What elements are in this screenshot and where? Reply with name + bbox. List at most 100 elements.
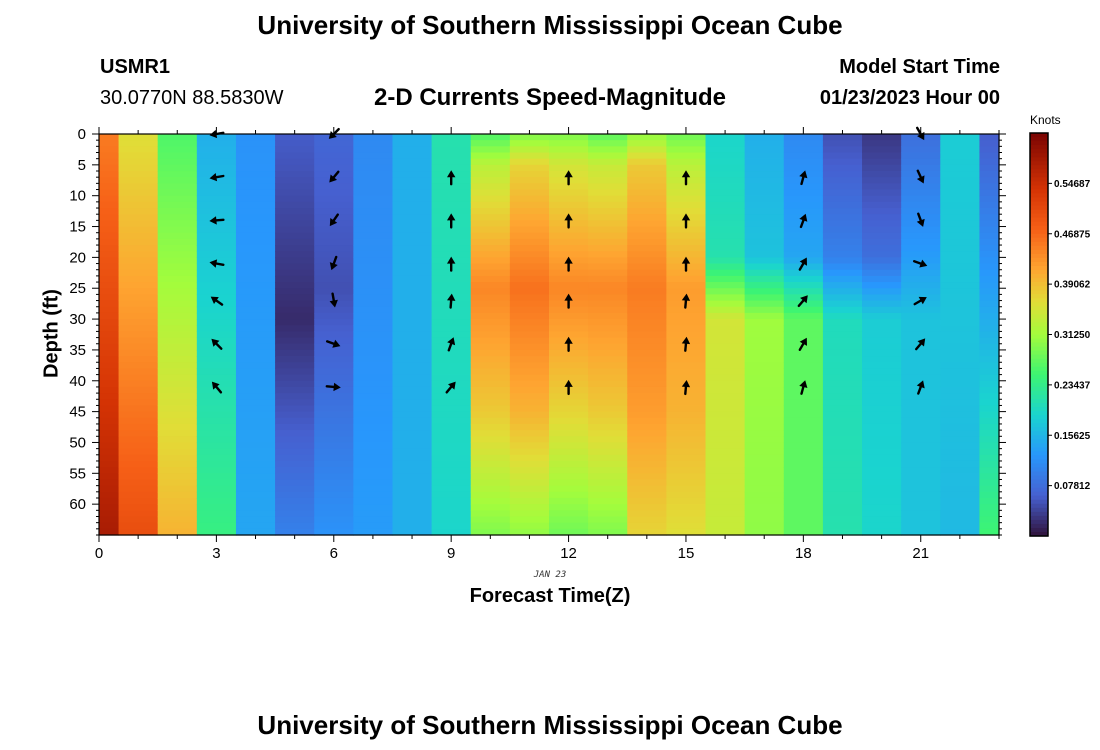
heatmap-cell (118, 436, 159, 444)
heatmap-cell (783, 140, 824, 147)
heatmap-cell (118, 448, 159, 456)
heatmap-cell (353, 282, 394, 289)
heatmap-cell (744, 331, 785, 339)
heatmap-cell (862, 232, 902, 240)
heatmap-cell (118, 368, 159, 376)
heatmap-cell (157, 257, 198, 265)
heatmap-cell (157, 467, 198, 474)
heatmap-cell (705, 171, 746, 178)
heatmap-cell (862, 177, 902, 184)
x-tick-label: 6 (330, 545, 338, 562)
heatmap-cell (353, 337, 394, 345)
heatmap-cell (392, 319, 433, 326)
x-tick-label: 0 (95, 545, 103, 562)
heatmap-cell (235, 528, 276, 536)
heatmap-cell (979, 140, 1000, 147)
heatmap-cell (588, 380, 628, 388)
heatmap-cell (901, 349, 941, 357)
heatmap-cell (392, 423, 433, 431)
heatmap-cell (979, 245, 1000, 252)
heatmap-cell (157, 448, 198, 456)
current-vectors (209, 126, 928, 396)
heatmap-cell (353, 300, 394, 308)
heatmap-cell (940, 417, 981, 425)
colorbar-segment (1030, 137, 1048, 142)
heatmap-cell (744, 288, 785, 295)
heatmap-cell (275, 183, 315, 191)
heatmap-cell (353, 448, 394, 456)
heatmap-cell (392, 516, 433, 524)
heatmap-cell (862, 275, 902, 283)
heatmap-cell (940, 300, 981, 308)
heatmap-cell (470, 158, 511, 166)
colorbar-segment (1030, 145, 1048, 150)
heatmap-cell (666, 232, 707, 240)
heatmap-cell (509, 220, 550, 228)
heatmap-cell (627, 214, 667, 221)
heatmap-cell (783, 343, 824, 351)
heatmap-cell (99, 448, 120, 456)
colorbar-segment (1030, 334, 1048, 340)
heatmap-cell (940, 189, 981, 197)
heatmap-cell (822, 362, 863, 370)
heatmap-cell (666, 288, 707, 295)
heatmap-cell (705, 319, 746, 326)
heatmap-cell (940, 343, 981, 351)
heatmap-cell (588, 393, 628, 400)
heatmap-cell (979, 479, 1000, 487)
heatmap-cell (353, 226, 394, 234)
heatmap-cell (549, 423, 589, 431)
heatmap-cell (314, 423, 354, 431)
heatmap-cell (196, 460, 237, 468)
heatmap-cell (862, 319, 902, 326)
heatmap-cell (588, 436, 628, 444)
heatmap-cell (314, 183, 354, 191)
heatmap-cell (822, 134, 863, 141)
heatmap-cell (196, 485, 237, 493)
current-arrow (325, 382, 341, 392)
heatmap-cell (275, 140, 315, 147)
heatmap-cell (783, 134, 824, 141)
heatmap-cell (275, 510, 315, 518)
model-start-value: 01/23/2023 Hour 00 (819, 87, 1000, 109)
colorbar-segment (1030, 177, 1048, 182)
heatmap-cell (235, 164, 276, 172)
current-arrow (799, 380, 808, 395)
heatmap-cell (901, 183, 941, 191)
heatmap-cell (705, 368, 746, 376)
heatmap-cell (901, 195, 941, 203)
heatmap-cell (118, 195, 159, 203)
heatmap-cell (940, 349, 981, 357)
heatmap-cell (353, 183, 394, 191)
heatmap-cell (744, 177, 785, 184)
heatmap-cell (862, 158, 902, 166)
heatmap-cell (118, 442, 159, 450)
heatmap-cell (862, 430, 902, 437)
heatmap-cell (196, 528, 237, 536)
heatmap-cell (431, 454, 472, 462)
heatmap-cell (862, 171, 902, 178)
heatmap-cell (470, 374, 511, 382)
y-tick-label: 25 (69, 280, 86, 297)
heatmap-cell (627, 467, 667, 474)
heatmap-cell (157, 232, 198, 240)
current-arrow (447, 337, 456, 352)
heatmap-cell (627, 393, 667, 400)
heatmap-cell (509, 319, 550, 326)
heatmap-cell (470, 195, 511, 203)
heatmap-cell (235, 275, 276, 283)
heatmap-cell (862, 454, 902, 462)
heatmap-cell (588, 158, 628, 166)
heatmap-cell (588, 423, 628, 431)
heatmap-cell (314, 269, 354, 277)
heatmap-cell (99, 405, 120, 413)
heatmap-cell (979, 282, 1000, 289)
heatmap-cell (862, 436, 902, 444)
heatmap-cell (901, 312, 941, 320)
heatmap-cell (588, 349, 628, 357)
colorbar-segment (1030, 374, 1048, 380)
colorbar-tick-label: 0.15625 (1054, 431, 1091, 442)
colorbar-segment (1030, 527, 1048, 533)
heatmap-cell (314, 411, 354, 419)
heatmap-cell (275, 195, 315, 203)
